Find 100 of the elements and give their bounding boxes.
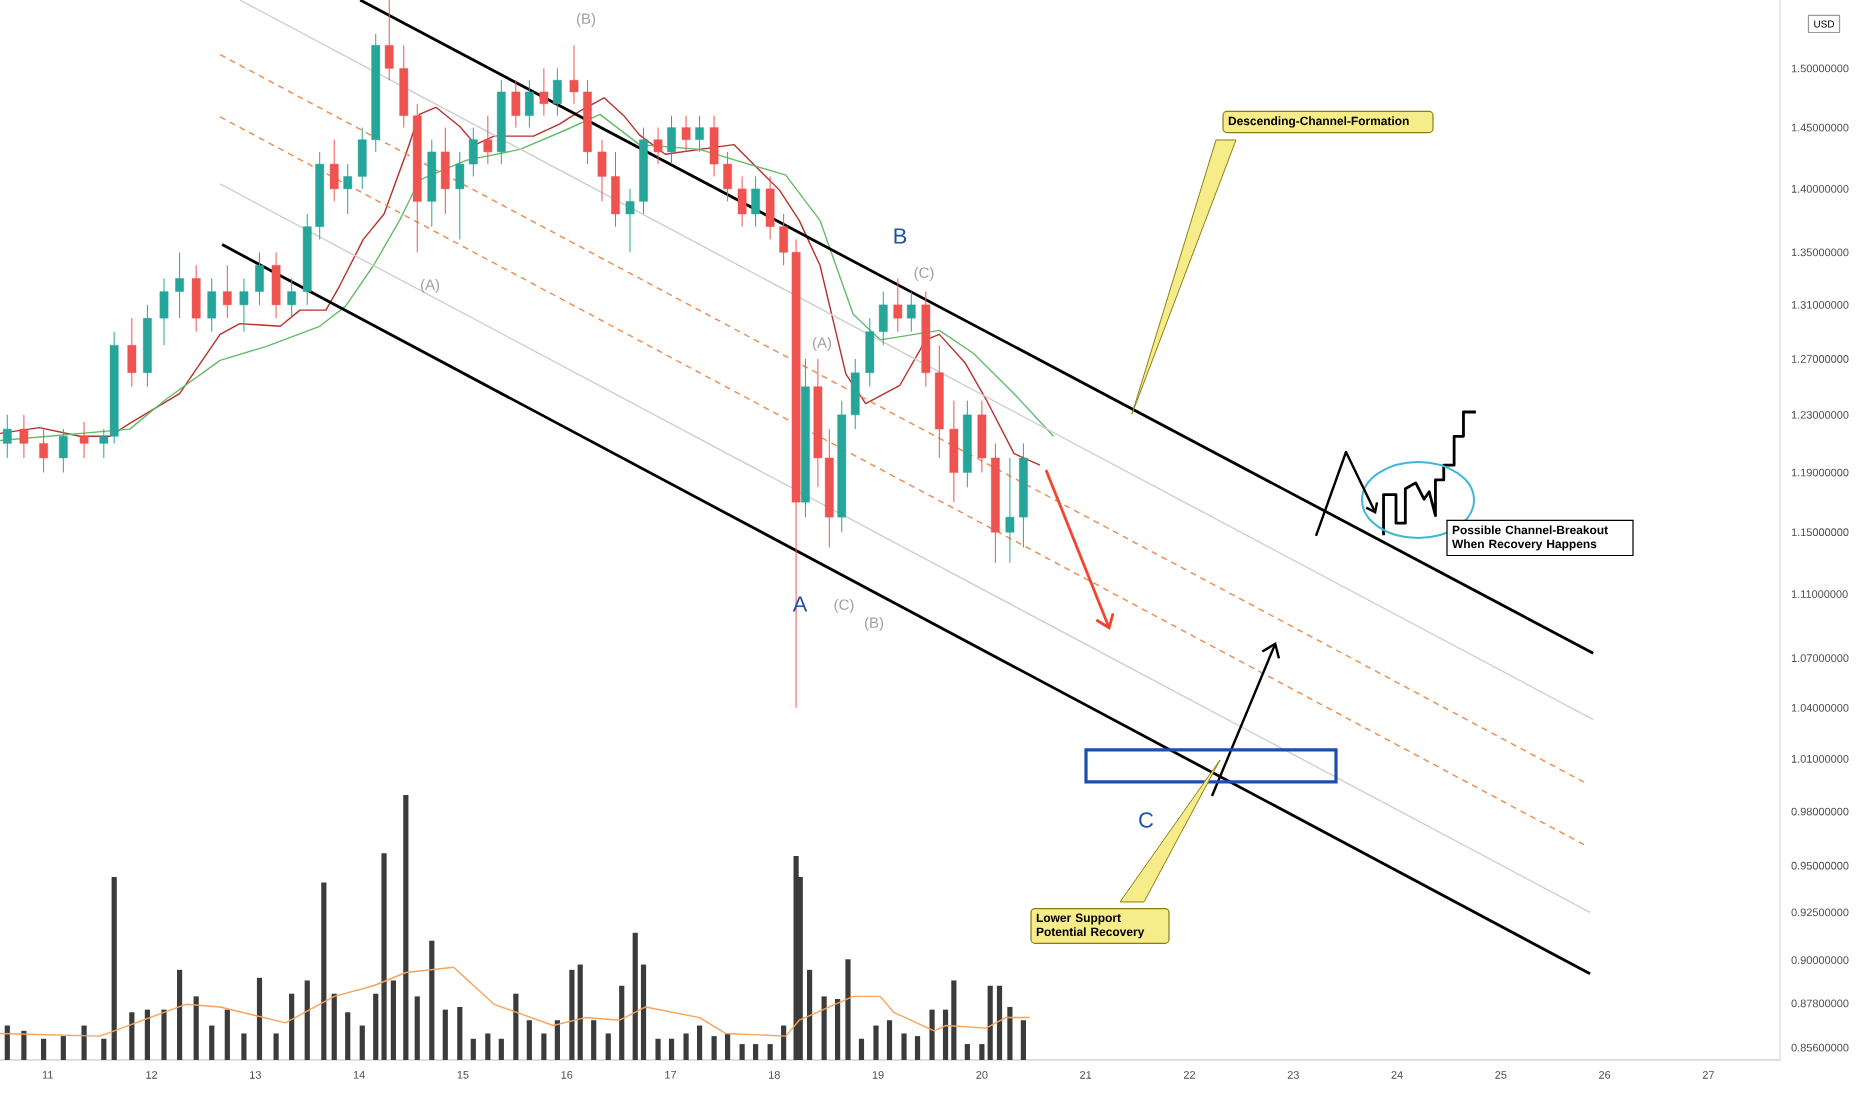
bar — [176, 969, 183, 1060]
annotation: C — [1139, 812, 1154, 828]
candlestick — [751, 175, 760, 228]
bar — [429, 940, 435, 1060]
candlestick — [343, 163, 353, 215]
candlestick — [511, 79, 521, 129]
bar — [1007, 1006, 1013, 1060]
bar — [224, 1009, 230, 1060]
bar — [101, 1038, 107, 1060]
candlestick — [191, 264, 201, 333]
candlestick — [39, 428, 48, 474]
bar — [403, 794, 409, 1060]
candlestick — [455, 151, 465, 240]
candlestick — [79, 421, 89, 459]
candlestick — [239, 277, 249, 333]
bar — [381, 853, 387, 1060]
bar — [331, 993, 337, 1060]
bar — [964, 1044, 970, 1060]
candlestick — [58, 428, 68, 474]
annotation: B — [894, 228, 907, 244]
bar — [605, 1033, 611, 1060]
candlestick — [765, 175, 775, 240]
bar — [129, 1012, 135, 1060]
candlestick — [611, 151, 620, 228]
bar — [4, 1025, 10, 1060]
bar — [858, 1038, 865, 1060]
candlestick — [695, 115, 704, 153]
bar — [569, 969, 575, 1060]
bar — [767, 1044, 773, 1060]
bar — [256, 977, 263, 1060]
bar — [414, 996, 420, 1060]
candlestick — [949, 400, 959, 503]
bar — [632, 932, 638, 1060]
bar — [821, 996, 827, 1060]
candlestick — [19, 414, 29, 459]
candlestick — [625, 188, 635, 253]
candlestick — [159, 277, 169, 346]
candlestick — [667, 115, 676, 165]
bar — [845, 959, 851, 1060]
candlestick — [893, 277, 903, 333]
bar — [111, 877, 117, 1060]
bar — [996, 985, 1003, 1060]
bar — [144, 1009, 150, 1060]
bar — [577, 964, 583, 1060]
bar — [655, 1038, 661, 1060]
candlestick — [127, 317, 137, 388]
candlestick — [906, 291, 916, 333]
candlestick — [681, 115, 691, 153]
bar — [289, 993, 295, 1060]
bar — [886, 1020, 893, 1060]
candlestick — [255, 251, 264, 306]
candlestick — [271, 251, 281, 319]
candlestick — [483, 115, 493, 165]
bar — [619, 985, 625, 1060]
bar — [806, 969, 813, 1060]
candlestick — [384, 0, 394, 81]
bar — [41, 1038, 47, 1060]
bar — [929, 1009, 935, 1060]
bar — [273, 1033, 279, 1060]
bar — [901, 1033, 907, 1060]
bar — [668, 1038, 675, 1060]
candlestick — [329, 139, 339, 202]
candlestick — [2, 414, 12, 459]
bar — [321, 882, 327, 1060]
bar — [470, 1038, 476, 1060]
bar — [345, 1012, 351, 1060]
bar — [951, 980, 957, 1060]
candlestick — [539, 67, 549, 117]
candlestick — [569, 44, 579, 105]
bar — [835, 999, 841, 1060]
candlestick — [287, 277, 297, 319]
bar — [498, 1038, 504, 1060]
candlestick — [653, 127, 663, 165]
bar — [1020, 1020, 1026, 1060]
candlestick — [175, 251, 184, 319]
candlestick — [1005, 457, 1015, 564]
bar — [81, 1025, 87, 1060]
bar — [161, 1009, 167, 1060]
candlestick — [468, 127, 478, 177]
bar — [873, 1025, 879, 1060]
bar — [591, 1020, 597, 1060]
bar — [739, 1044, 745, 1060]
bar — [359, 1025, 365, 1060]
bar — [711, 1036, 717, 1060]
bar — [526, 1020, 532, 1060]
bar — [696, 1025, 703, 1060]
bar — [753, 1044, 759, 1060]
bar — [209, 1025, 215, 1060]
bar — [193, 996, 199, 1060]
bar — [683, 1033, 689, 1060]
bar — [554, 1020, 560, 1060]
bar — [725, 1033, 731, 1060]
candlestick — [553, 67, 562, 117]
bar — [979, 1044, 985, 1060]
candlestick — [597, 139, 607, 202]
bar — [241, 1033, 247, 1060]
bar — [793, 855, 799, 1060]
candlestick — [723, 151, 732, 202]
candlestick — [977, 400, 987, 474]
bar — [442, 1009, 448, 1060]
